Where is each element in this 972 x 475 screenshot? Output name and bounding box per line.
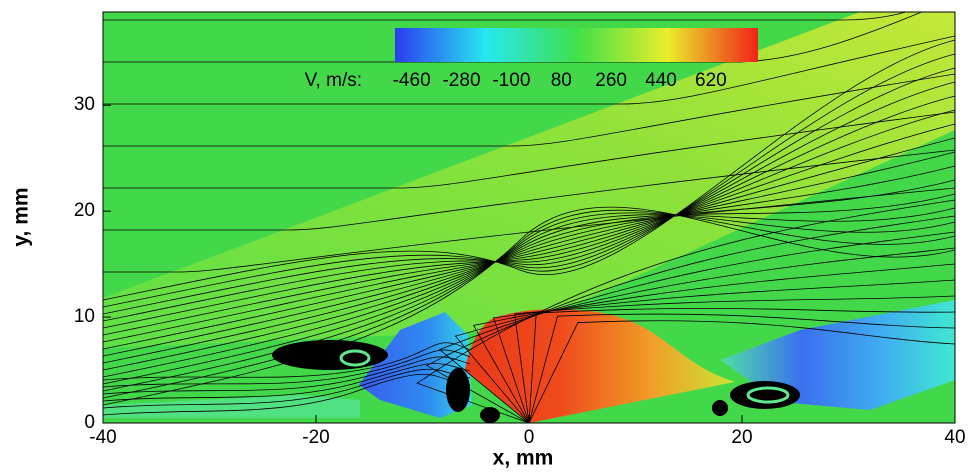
streamline bbox=[528, 320, 955, 423]
streamline bbox=[103, 193, 955, 378]
streamline bbox=[103, 137, 955, 350]
low-velocity-region bbox=[359, 312, 472, 418]
streamline bbox=[103, 109, 955, 336]
streamline bbox=[425, 215, 955, 423]
shock-layer bbox=[103, 12, 955, 348]
colorbar bbox=[395, 28, 758, 62]
vortex bbox=[712, 400, 728, 416]
streamline bbox=[103, 212, 955, 392]
streamline bbox=[103, 179, 955, 371]
colorbar-tick-label: -100 bbox=[492, 70, 530, 91]
colorbar-tick-label: 620 bbox=[695, 70, 727, 91]
streamline bbox=[416, 199, 955, 423]
streamline bbox=[103, 81, 955, 322]
streamline bbox=[103, 111, 955, 189]
streamline bbox=[103, 53, 955, 308]
streamline bbox=[103, 165, 955, 364]
streamline bbox=[103, 73, 955, 147]
colorbar-tick-label: -460 bbox=[393, 70, 431, 91]
y-tick-label: 20 bbox=[74, 200, 95, 221]
streamline bbox=[528, 307, 955, 423]
streamline bbox=[103, 35, 955, 105]
x-tick-label: -40 bbox=[89, 427, 116, 448]
streamline bbox=[103, 151, 955, 357]
y-tick-label: 30 bbox=[74, 94, 95, 115]
colorbar-label: V, m/s: bbox=[305, 70, 362, 91]
streamline bbox=[103, 356, 471, 395]
streamline bbox=[103, 39, 955, 301]
streamline bbox=[438, 231, 955, 423]
streamline bbox=[103, 67, 955, 315]
streamline bbox=[103, 206, 955, 406]
colorbar-tick-label: -280 bbox=[442, 70, 480, 91]
streamline bbox=[103, 12, 907, 21]
streamline bbox=[472, 263, 955, 423]
x-tick-label: 0 bbox=[524, 427, 535, 448]
streamline bbox=[103, 95, 955, 329]
vortex bbox=[730, 381, 800, 409]
vortex bbox=[339, 349, 371, 367]
streamline bbox=[103, 368, 471, 409]
axes: -40 -20 0 20 40 0 10 20 30 bbox=[74, 94, 966, 448]
vortex bbox=[272, 340, 388, 370]
y-axis-title: y, mm bbox=[10, 187, 33, 246]
streamline bbox=[103, 187, 955, 273]
x-tick-label: 20 bbox=[731, 427, 752, 448]
vortex bbox=[746, 386, 790, 404]
x-tick-label: 40 bbox=[944, 427, 965, 448]
streamline bbox=[103, 209, 955, 399]
streamline bbox=[103, 207, 955, 385]
streamline bbox=[528, 313, 955, 423]
colorbar-tick-label: 260 bbox=[595, 70, 627, 91]
streamline bbox=[103, 363, 471, 402]
streamline bbox=[103, 373, 471, 416]
streamline bbox=[103, 342, 471, 381]
expansion-fan bbox=[465, 309, 735, 423]
streamline bbox=[514, 295, 955, 423]
streamline bbox=[103, 349, 471, 388]
vortex bbox=[446, 368, 470, 412]
x-axis-title: x, mm bbox=[493, 447, 554, 470]
y-tick-label: 10 bbox=[74, 306, 95, 327]
y-tick-label: 0 bbox=[84, 412, 95, 433]
field bbox=[103, 12, 955, 423]
streamline bbox=[103, 123, 955, 343]
colorbar-tick-label: 440 bbox=[645, 70, 677, 91]
x-tick-label: -20 bbox=[302, 427, 329, 448]
colorbar-tick-label: 80 bbox=[551, 70, 572, 91]
